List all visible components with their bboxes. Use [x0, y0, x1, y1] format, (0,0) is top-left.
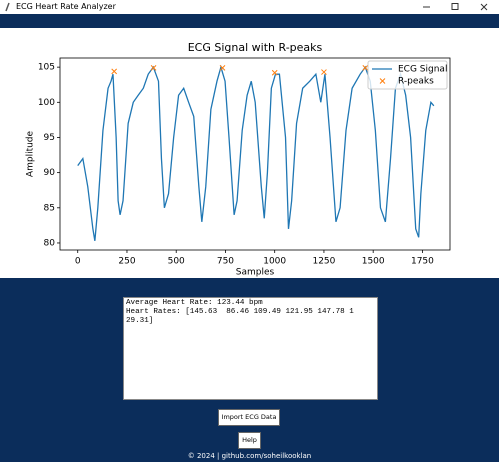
chart: ECG Signal with R-peaks Samples Amplitud… — [26, 41, 451, 278]
close-button[interactable] — [480, 3, 488, 11]
y-tick-label: 90 — [44, 168, 56, 178]
r-peak-marker — [321, 69, 327, 75]
window-controls — [5, 2, 488, 12]
plot-frame — [59, 57, 451, 251]
x-tick-label: 0 — [75, 257, 81, 267]
app-icon — [5, 2, 10, 12]
legend-box — [367, 60, 448, 90]
legend-marker — [379, 78, 386, 84]
y-axis-label: Amplitude — [26, 130, 36, 177]
y-tick-label: 95 — [44, 133, 55, 143]
window-title: ECG Heart Rate Analyzer — [16, 2, 116, 11]
r-peak-marker — [362, 64, 369, 71]
legend-label: ECG Signal — [398, 65, 447, 75]
r-peak-marker — [150, 64, 157, 71]
y-tick-label: 85 — [44, 203, 55, 213]
legend-label: R-peaks — [398, 77, 434, 87]
y-tick-label: 100 — [38, 98, 55, 108]
help-button[interactable]: Help — [238, 432, 261, 449]
footer: © 2024 | github.com/soheilkooklan — [187, 452, 312, 460]
x-axis-label: Samples — [236, 268, 275, 278]
y-tick-label: 105 — [38, 63, 55, 73]
x-tick-label: 750 — [217, 257, 234, 267]
r-peak-marker — [219, 64, 226, 71]
x-tick-label: 1250 — [312, 257, 335, 267]
results-text[interactable]: Average Heart Rate: 123.44 bpm Heart Rate… — [123, 297, 378, 400]
import-button[interactable]: Import ECG Data — [218, 409, 280, 426]
result-line: 29.31] — [126, 317, 154, 325]
x-tick-label: 1750 — [411, 257, 434, 267]
r-peak-marker — [111, 68, 118, 75]
chart-area: ECG Signal with R-peaks Samples Amplitud… — [0, 28, 499, 278]
x-tick-label: 1500 — [362, 257, 385, 267]
x-tick-label: 1000 — [263, 257, 286, 267]
title-bar: ECG Heart Rate Analyzer — [0, 0, 499, 14]
x-tick-label: 500 — [168, 257, 185, 267]
r-peak-marker — [271, 69, 278, 76]
result-line: Heart Rates: [145.63 86.46 109.49 121.95… — [126, 308, 354, 316]
y-tick-label: 80 — [44, 238, 56, 248]
ecg-line — [77, 64, 435, 241]
result-line: Average Heart Rate: 123.44 bpm — [126, 299, 263, 307]
maximize-button[interactable] — [451, 3, 459, 10]
x-tick-label: 250 — [118, 257, 135, 267]
chart-title: ECG Signal with R-peaks — [188, 41, 323, 54]
